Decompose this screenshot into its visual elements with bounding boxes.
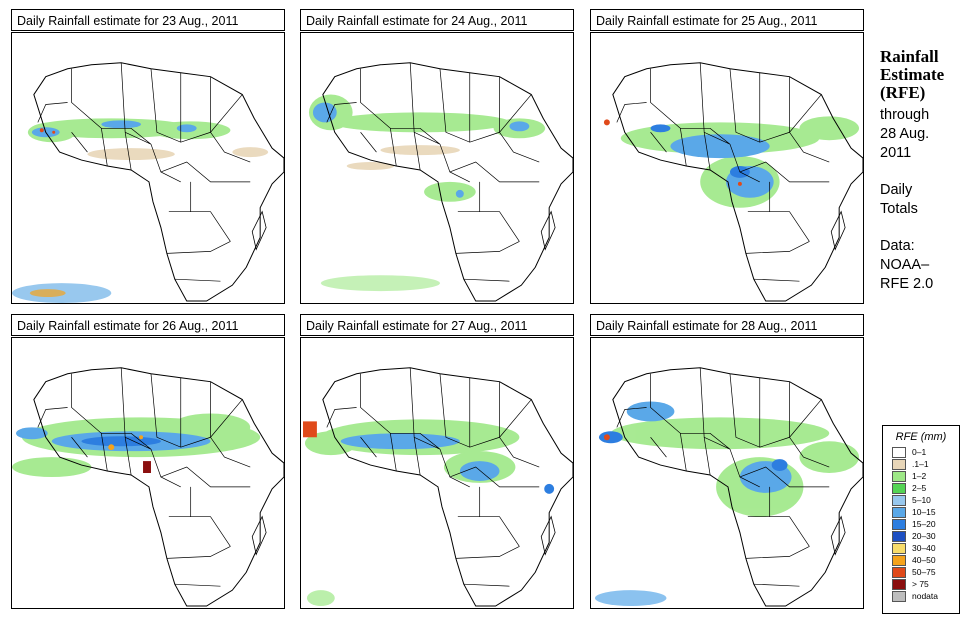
legend-label: 20–30	[912, 531, 936, 541]
rainfall-map	[11, 337, 285, 609]
legend-swatch	[892, 566, 906, 578]
daily-line1: Daily	[880, 182, 913, 198]
rainfall-map	[300, 32, 574, 304]
legend-swatch	[892, 494, 906, 506]
legend-swatch	[892, 518, 906, 530]
data-source-line1: NOAA–	[880, 257, 930, 273]
panel-title: Daily Rainfall estimate for 27 Aug., 201…	[300, 314, 574, 336]
side-title-line1: Rainfall	[880, 47, 939, 66]
legend-swatch	[892, 482, 906, 494]
legend-label: 10–15	[912, 507, 936, 517]
rainfall-map-panel-27-aug: Daily Rainfall estimate for 27 Aug., 201…	[300, 314, 574, 609]
rainfall-map	[590, 32, 864, 304]
daily-line2: Totals	[880, 201, 918, 217]
legend-label: 5–10	[912, 495, 931, 505]
through-date-line1: 28 Aug.	[880, 126, 930, 142]
legend-item: 50–75	[892, 566, 959, 578]
through-label: through	[880, 107, 930, 123]
legend-label: .1–1	[912, 459, 929, 469]
legend-swatch	[892, 530, 906, 542]
legend-item: 5–10	[892, 494, 959, 506]
legend-swatch	[892, 506, 906, 518]
legend-item: > 75	[892, 578, 959, 590]
rainfall-map-panel-23-aug: Daily Rainfall estimate for 23 Aug., 201…	[11, 9, 285, 304]
legend-swatch	[892, 458, 906, 470]
legend-swatch	[892, 446, 906, 458]
legend-item: 10–15	[892, 506, 959, 518]
legend-item: 30–40	[892, 542, 959, 554]
legend-label: nodata	[912, 591, 938, 601]
legend-item: 15–20	[892, 518, 959, 530]
data-label: Data:	[880, 238, 915, 254]
legend-swatch	[892, 542, 906, 554]
panel-title: Daily Rainfall estimate for 24 Aug., 201…	[300, 9, 574, 31]
legend-label: 1–2	[912, 471, 927, 481]
rainfall-map-panel-28-aug: Daily Rainfall estimate for 28 Aug., 201…	[590, 314, 864, 609]
data-source-line2: RFE 2.0	[880, 276, 934, 292]
legend-item: 0–1	[892, 446, 959, 458]
rainfall-map-panel-26-aug: Daily Rainfall estimate for 26 Aug., 201…	[11, 314, 285, 609]
rainfall-map	[300, 337, 574, 609]
rainfall-map	[11, 32, 285, 304]
legend-label: 50–75	[912, 567, 936, 577]
legend-label: 30–40	[912, 543, 936, 553]
legend-swatch	[892, 590, 906, 602]
legend-label: 2–5	[912, 483, 927, 493]
legend-label: 15–20	[912, 519, 936, 529]
legend-swatch	[892, 554, 906, 566]
panel-title: Daily Rainfall estimate for 23 Aug., 201…	[11, 9, 285, 31]
legend-item: 40–50	[892, 554, 959, 566]
rainfall-map-panel-25-aug: Daily Rainfall estimate for 25 Aug., 201…	[590, 9, 864, 304]
side-title-line3: (RFE)	[880, 83, 926, 102]
legend-item: .1–1	[892, 458, 959, 470]
panel-title: Daily Rainfall estimate for 25 Aug., 201…	[590, 9, 864, 31]
legend-swatch	[892, 578, 906, 590]
rainfall-map	[590, 337, 864, 609]
side-description: Rainfall Estimate (RFE) through 28 Aug. …	[880, 48, 965, 294]
legend-swatch	[892, 470, 906, 482]
legend-item: 1–2	[892, 470, 959, 482]
side-title-line2: Estimate	[880, 65, 945, 84]
legend-item: 2–5	[892, 482, 959, 494]
legend-label: 40–50	[912, 555, 936, 565]
legend-label: 0–1	[912, 447, 927, 457]
rfe-legend: RFE (mm) 0–1 .1–1 1–2 2–5 5–10 10–15 15–20 20–3…	[882, 425, 960, 614]
legend-label: > 75	[912, 579, 929, 589]
panel-title: Daily Rainfall estimate for 26 Aug., 201…	[11, 314, 285, 336]
through-date-line2: 2011	[880, 145, 912, 161]
legend-item: 20–30	[892, 530, 959, 542]
legend-title: RFE (mm)	[895, 431, 947, 443]
panel-title: Daily Rainfall estimate for 28 Aug., 201…	[590, 314, 864, 336]
legend-item: nodata	[892, 590, 959, 602]
rainfall-map-panel-24-aug: Daily Rainfall estimate for 24 Aug., 201…	[300, 9, 574, 304]
